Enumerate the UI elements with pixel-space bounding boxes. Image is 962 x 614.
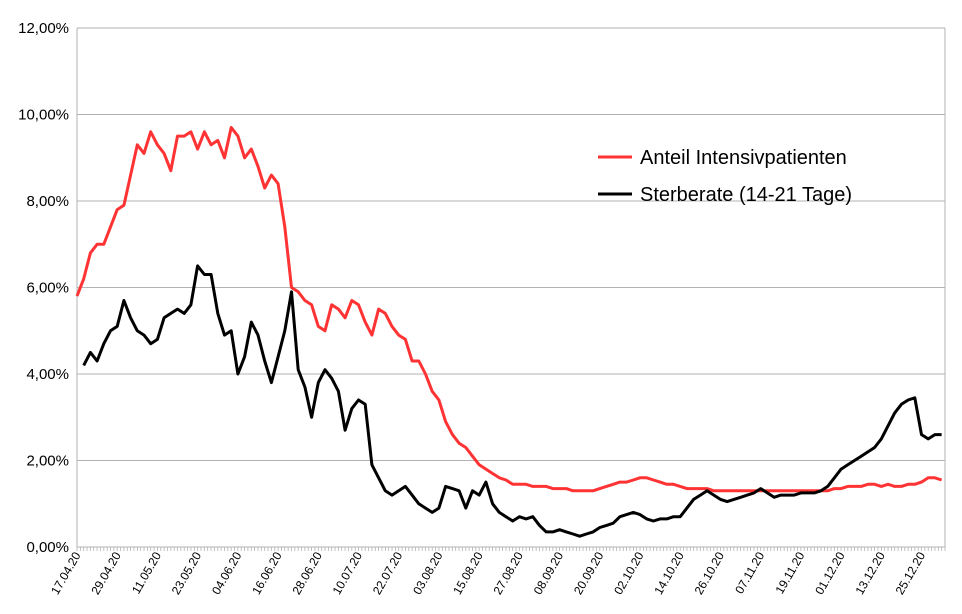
x-tick-label: 26.10.20 <box>692 549 728 597</box>
series-lines <box>75 126 943 538</box>
x-tick-label: 13.12.20 <box>852 549 888 597</box>
gridlines <box>77 27 945 461</box>
y-tick-label: 6,00% <box>26 280 69 297</box>
x-tick-label: 23.05.20 <box>169 549 205 597</box>
x-tick-label: 01.12.20 <box>812 549 848 597</box>
x-tick-label: 16.06.20 <box>249 549 285 597</box>
y-tick-label: 0,00% <box>26 539 69 556</box>
x-tick-labels: 17.04.20 29.04.20 11.05.20 23.05.20 04.06.20… <box>48 549 928 597</box>
x-tick-label: 03.08.20 <box>410 549 446 597</box>
x-tick-label: 25.12.20 <box>893 549 929 597</box>
legend: Anteil Intensivpatienten Sterberate (14-… <box>598 147 852 206</box>
y-tick-label: 12,00% <box>18 20 69 37</box>
series-line-0 <box>75 126 943 493</box>
x-tick-label: 14.10.20 <box>651 549 687 597</box>
x-tick-label: 10.07.20 <box>330 549 366 597</box>
x-tick-label: 02.10.20 <box>611 549 647 597</box>
x-tick-label: 17.04.20 <box>48 549 84 597</box>
x-tick-label: 11.05.20 <box>129 549 164 596</box>
x-tick-label: 04.06.20 <box>209 549 245 597</box>
series-line-1 <box>82 264 942 538</box>
x-tick-label: 20.09.20 <box>571 549 607 597</box>
x-tick-label: 08.09.20 <box>531 549 567 597</box>
x-tick-label: 19.11.20 <box>772 549 807 596</box>
x-tick-label: 15.08.20 <box>450 549 486 597</box>
legend-label-intensiv: Anteil Intensivpatienten <box>640 147 847 169</box>
legend-label-sterberate: Sterberate (14-21 Tage) <box>640 184 852 206</box>
y-tick-label: 8,00% <box>26 193 69 210</box>
y-tick-label: 10,00% <box>18 107 69 124</box>
x-tick-label: 07.11.20 <box>732 549 767 596</box>
x-tick-label: 27.08.20 <box>490 549 526 597</box>
x-tick-label: 29.04.20 <box>88 549 124 597</box>
y-tick-label: 2,00% <box>26 453 69 470</box>
y-tick-label: 4,00% <box>26 366 69 383</box>
x-tick-label: 22.07.20 <box>370 549 406 597</box>
x-tick-label: 28.06.20 <box>289 549 325 597</box>
y-tick-labels: 0,00% 2,00% 4,00% 6,00% 8,00% 10,00% 12,00% <box>18 20 69 556</box>
axes <box>76 28 946 551</box>
